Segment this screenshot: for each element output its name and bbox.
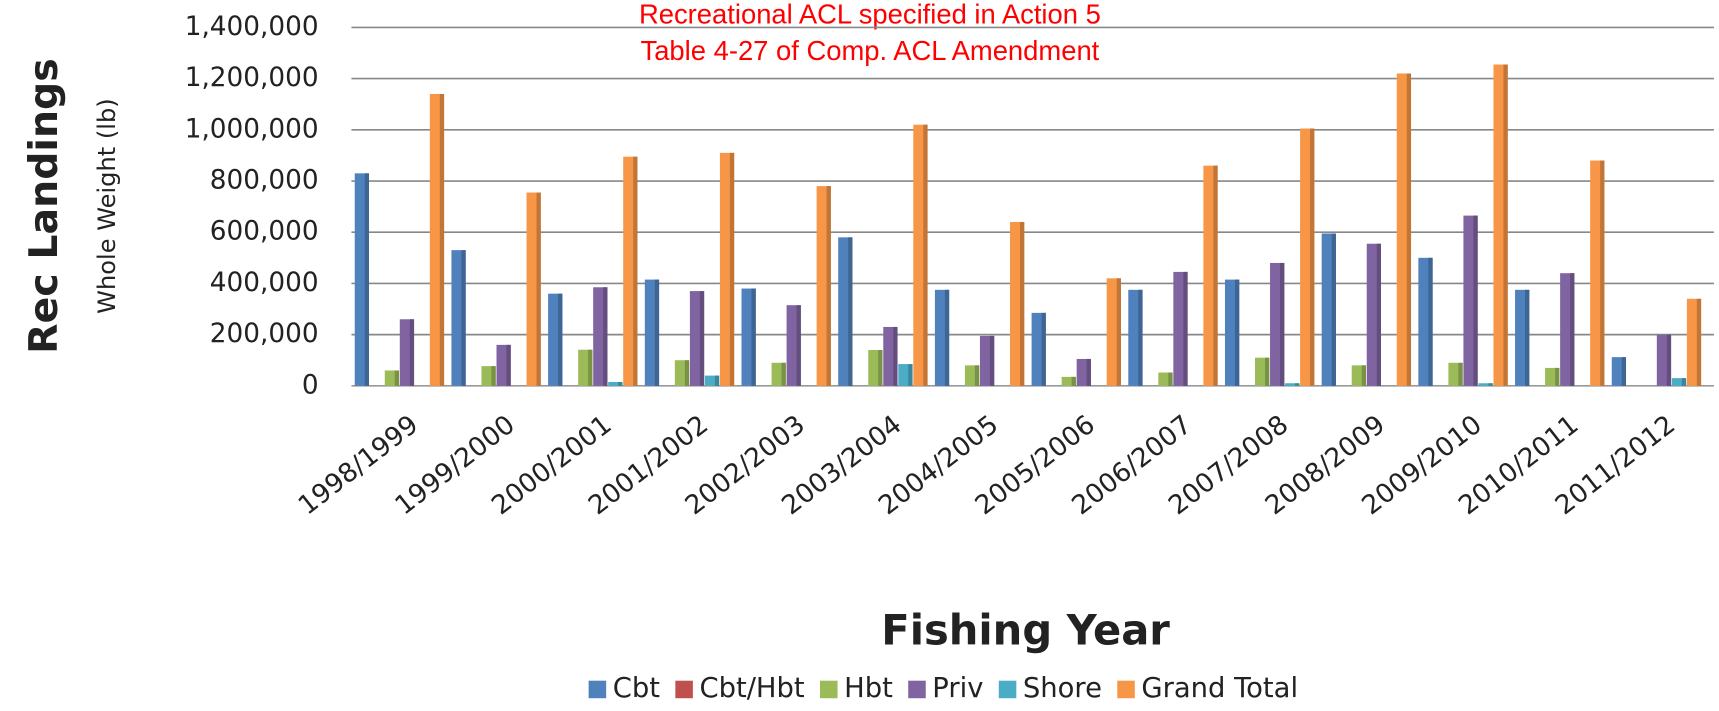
- bar-shade: [1600, 160, 1605, 386]
- bar-shade: [944, 289, 950, 386]
- bar-shade: [1458, 362, 1463, 386]
- bar-shade: [536, 192, 541, 386]
- bar-shade: [558, 293, 563, 386]
- bar-shade: [439, 93, 445, 386]
- y-tick-label: 600,000: [210, 217, 319, 247]
- bar-shade: [394, 370, 400, 386]
- bar-shade: [409, 319, 415, 386]
- legend-swatch: [908, 680, 926, 699]
- plot: 0 200,000 400,000 600,000 800,000 1,000,000 1,…: [185, 12, 1714, 521]
- bar-shade: [1406, 73, 1412, 386]
- bar-shade: [1168, 372, 1173, 386]
- legend-swatch: [588, 680, 607, 699]
- legend-swatch: [1117, 680, 1135, 699]
- bar: [608, 381, 623, 386]
- legend-label: Cbt/Hbt: [699, 673, 804, 704]
- y-tick-label: 1,400,000: [185, 12, 319, 42]
- annotation: Table 4-27 of Comp. ACL Amendment: [641, 35, 1100, 66]
- bar-shade: [1295, 383, 1300, 386]
- bar-shade: [1555, 367, 1560, 386]
- bar-shade: [461, 250, 466, 386]
- y-axis-title: Rec Landings: [21, 58, 67, 354]
- bar: [1671, 378, 1687, 386]
- y-tick-label: 800,000: [210, 166, 319, 196]
- bar-shade: [618, 381, 623, 386]
- bar-shade: [974, 365, 980, 386]
- legend-label: Shore: [1023, 673, 1102, 704]
- bar-shade: [781, 362, 786, 386]
- bar-shade: [1234, 279, 1240, 386]
- legend-swatch: [820, 680, 838, 699]
- legend: Cbt Cbt/Hbt Hbt Priv Shore Grand Total: [588, 673, 1298, 704]
- bar-shade: [1681, 378, 1687, 386]
- bar-shade: [1183, 271, 1188, 386]
- bar-shade: [1473, 215, 1478, 386]
- bar-shade: [1488, 383, 1493, 386]
- y-tick-label: 1,000,000: [185, 114, 319, 144]
- y-tick-label: 400,000: [210, 268, 319, 298]
- bar-shade: [893, 326, 898, 386]
- bar-shade: [491, 366, 496, 386]
- bar-shade: [1428, 257, 1433, 386]
- bar-shade: [908, 364, 913, 386]
- bar-shade: [989, 335, 995, 386]
- bar: [1061, 376, 1076, 386]
- bar-shade: [826, 186, 831, 386]
- legend-label: Priv: [932, 673, 983, 704]
- y-tick-label: 1,200,000: [185, 63, 319, 93]
- bar-shade: [1503, 64, 1508, 386]
- bar: [1285, 383, 1300, 386]
- y-axis-subtitle: Whole Weight (lb): [93, 98, 121, 314]
- legend-swatch: [675, 680, 693, 699]
- bar-shade: [1213, 165, 1218, 386]
- bar-shade: [1019, 221, 1025, 386]
- bar-shade: [714, 375, 720, 386]
- bar-shade: [729, 152, 735, 386]
- bar-shade: [1086, 358, 1091, 386]
- y-tick-label: 0: [302, 370, 319, 400]
- bar-shade: [848, 237, 853, 386]
- bar: [1478, 383, 1493, 386]
- bar-shade: [1071, 376, 1076, 386]
- bar-shade: [654, 279, 660, 386]
- bar-shade: [364, 173, 370, 386]
- bar-shade: [1376, 243, 1381, 386]
- bar-shade: [506, 344, 511, 386]
- legend-label: Cbt: [613, 673, 661, 704]
- annotation: Recreational ACL specified in Action 5: [639, 0, 1101, 30]
- bar-shade: [1280, 262, 1285, 386]
- legend-swatch: [998, 680, 1017, 699]
- legend-label: Grand Total: [1141, 673, 1298, 704]
- y-tick-label: 200,000: [210, 319, 319, 349]
- bar-shade: [1138, 289, 1143, 386]
- bar-shade: [603, 287, 608, 386]
- bar: [704, 375, 720, 386]
- bar-shade: [1265, 357, 1270, 386]
- bar-shade: [1310, 128, 1315, 386]
- bar-shade: [923, 124, 928, 386]
- bar-shade: [878, 349, 883, 386]
- bar-shade: [1116, 278, 1121, 386]
- bar-shade: [684, 360, 690, 386]
- bar-shade: [1666, 334, 1672, 386]
- bar-shade: [1570, 273, 1575, 386]
- bar-shade: [1525, 289, 1530, 386]
- bar-shade: [1696, 298, 1702, 386]
- bar-shade: [633, 156, 638, 386]
- x-axis-title: Fishing Year: [881, 606, 1170, 655]
- bar-shade: [796, 305, 801, 386]
- bar-shade: [1041, 312, 1046, 386]
- bar-shade: [588, 349, 593, 386]
- bar-shade: [1621, 357, 1627, 386]
- legend-label: Hbt: [844, 673, 893, 704]
- bar-shade: [1331, 233, 1336, 386]
- bar-shade: [751, 288, 756, 386]
- bar-shade: [699, 291, 705, 386]
- bar-shade: [1361, 365, 1366, 386]
